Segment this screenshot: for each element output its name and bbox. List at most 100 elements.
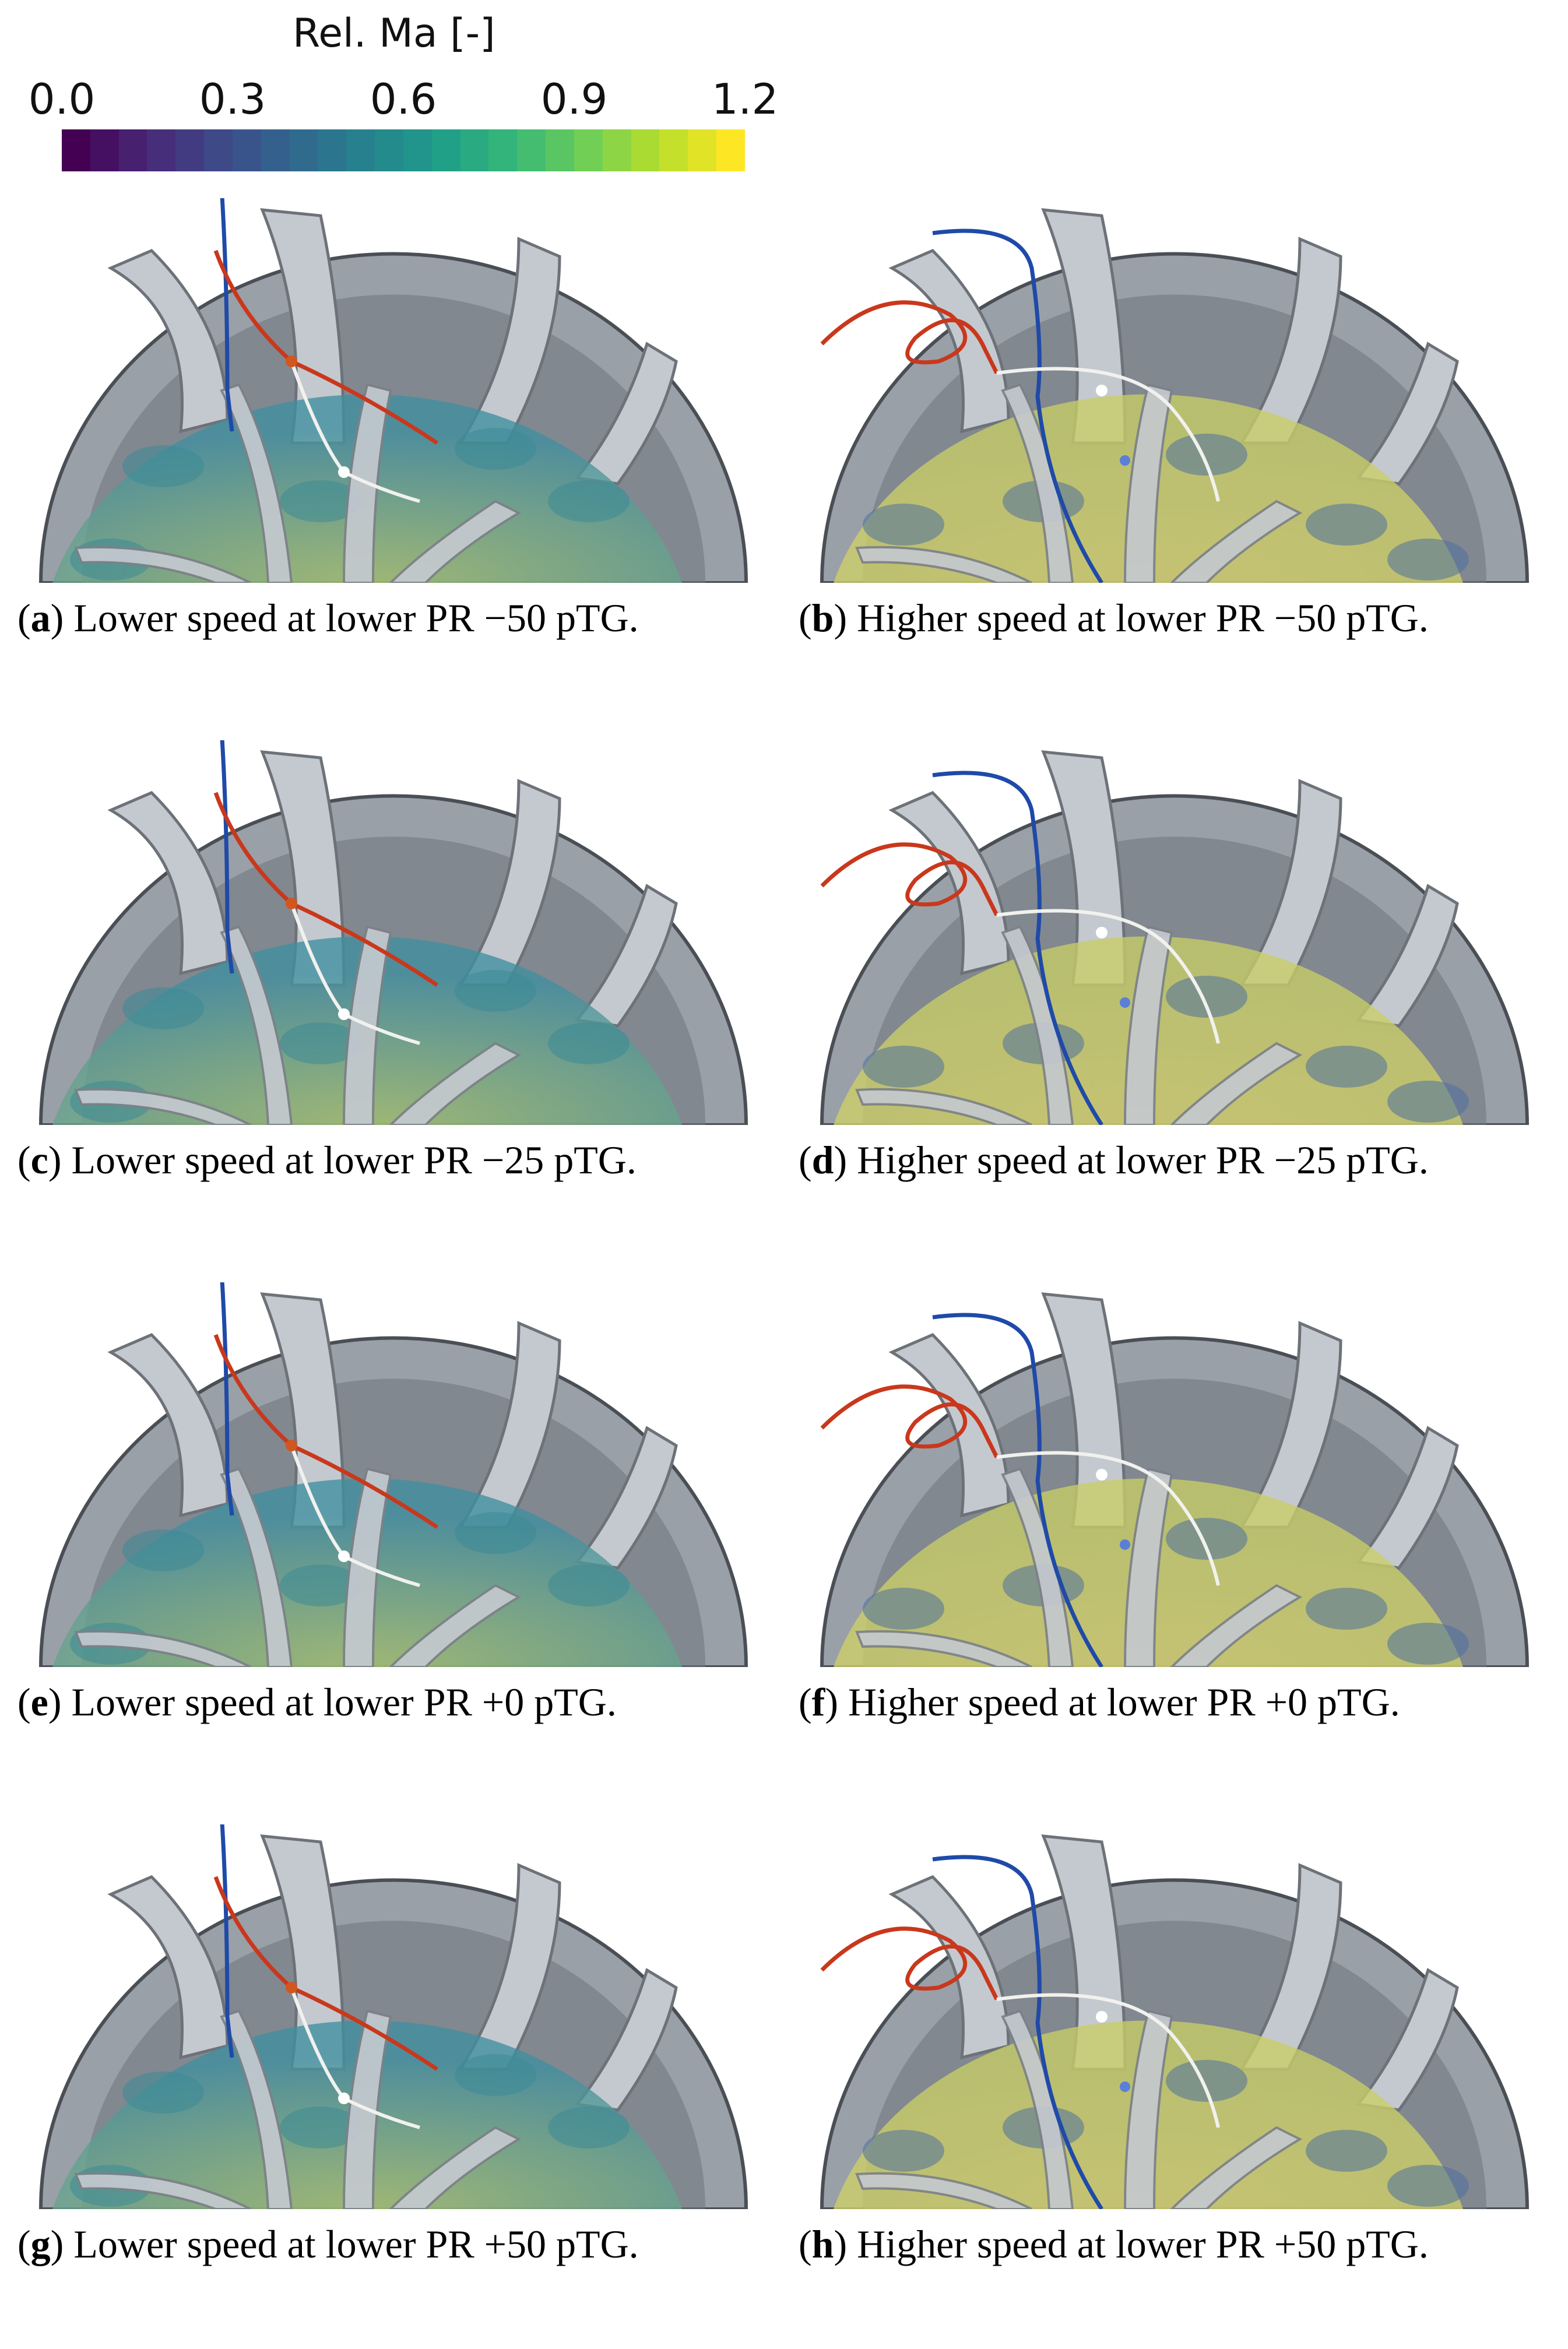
colorbar-segment (175, 129, 205, 171)
blade-1 (220, 383, 293, 583)
streamline-white (996, 367, 1220, 502)
colorbar-tick-0: 0.0 (28, 75, 96, 124)
mach-blob-1 (863, 1046, 944, 1088)
streamline-white (996, 909, 1220, 1044)
mach-blob-2 (280, 1564, 361, 1606)
colorbar-title: Rel. Ma [-] (293, 10, 495, 57)
mach-blob-2 (280, 480, 361, 522)
blade-1 (220, 2009, 293, 2209)
blade-3 (1170, 1584, 1303, 1667)
blade-3 (389, 1584, 522, 1667)
mach-blob-1 (122, 987, 204, 1029)
blade-4 (855, 546, 1032, 583)
blade-4 (74, 1630, 251, 1667)
blade-4 (74, 2172, 251, 2209)
probe-point-lower (1120, 1539, 1130, 1550)
mach-blob-4 (1306, 1588, 1387, 1630)
blade-1 (1001, 2009, 1074, 2209)
impeller-render-e (38, 1282, 748, 1667)
mach-blob-4 (1306, 2130, 1387, 2172)
colorbar-segment (261, 129, 290, 171)
caption-f: (f) Higher speed at lower PR +0 pTG. (799, 1680, 1400, 1724)
mach-blob-2 (280, 1022, 361, 1064)
streamline-white (996, 1451, 1220, 1586)
mach-blob-4 (548, 480, 630, 522)
streamline-white (996, 1993, 1220, 2128)
colorbar-segment (118, 129, 147, 171)
mach-blob-1 (863, 504, 944, 546)
probe-point-lower (338, 1008, 350, 1020)
probe-point-lower (338, 2093, 350, 2104)
render-group (820, 208, 1530, 583)
colorbar: Rel. Ma [-] 0.0 0.3 0.6 0.9 1.2 (23, 0, 781, 175)
blade-4 (855, 2172, 1032, 2209)
colorbar-segment (716, 129, 745, 171)
blade-4 (74, 546, 251, 583)
caption-h: (h) Higher speed at lower PR +50 pTG. (799, 2222, 1429, 2266)
panel-f: (f) Higher speed at lower PR +0 pTG. (799, 1282, 1551, 1807)
impeller-render-a (38, 198, 748, 583)
blade-1 (1001, 925, 1074, 1125)
mach-blob-3 (1166, 2060, 1247, 2102)
colorbar-segment (318, 129, 347, 171)
render-group (820, 1834, 1530, 2209)
mach-blob-3 (1166, 976, 1247, 1018)
panel-g: (g) Lower speed at lower PR +50 pTG. (17, 1824, 769, 2349)
probe-point-upper (286, 1440, 297, 1451)
colorbar-segment (147, 129, 176, 171)
blade-1 (1001, 383, 1074, 583)
blade-4 (855, 1088, 1032, 1125)
mach-blob-4 (548, 1564, 630, 1606)
mach-blob-5 (1387, 539, 1469, 581)
mach-blob-1 (122, 445, 204, 487)
probe-point-lower (1120, 455, 1130, 466)
blade-1 (220, 1467, 293, 1667)
probe-point-lower (338, 1550, 350, 1562)
mach-blob-3 (455, 428, 536, 470)
blade-3 (1170, 1042, 1303, 1125)
mach-blob-3 (455, 2054, 536, 2096)
streamline-blue (220, 1282, 234, 1516)
mach-blob-3 (455, 1512, 536, 1554)
panel-c: (c) Lower speed at lower PR −25 pTG. (17, 740, 769, 1265)
colorbar-segment (574, 129, 603, 171)
blade-3 (389, 500, 522, 583)
colorbar-segment (517, 129, 546, 171)
probe-point-upper (286, 356, 297, 367)
mach-blob-5 (1387, 2165, 1469, 2207)
blade-1 (1001, 1467, 1074, 1667)
panel-e: (e) Lower speed at lower PR +0 pTG. (17, 1282, 769, 1807)
panel-h: (h) Higher speed at lower PR +50 pTG. (799, 1824, 1551, 2349)
colorbar-segment (688, 129, 717, 171)
caption-e: (e) Lower speed at lower PR +0 pTG. (17, 1680, 617, 1724)
probe-point-upper (1096, 927, 1108, 938)
impeller-render-c (38, 740, 748, 1125)
probe-point-upper (1096, 2011, 1108, 2023)
caption-g: (g) Lower speed at lower PR +50 pTG. (17, 2222, 639, 2266)
colorbar-segment (488, 129, 518, 171)
blade-1 (220, 925, 293, 1125)
probe-point-upper (286, 898, 297, 909)
colorbar-segment (403, 129, 432, 171)
colorbar-segment (346, 129, 375, 171)
blade-3 (1170, 2126, 1303, 2209)
colorbar-segment (546, 129, 574, 171)
colorbar-gradient (62, 129, 745, 171)
probe-point-upper (1096, 1469, 1108, 1481)
colorbar-segment (289, 129, 318, 171)
render-group (820, 750, 1530, 1125)
blade-2 (1123, 383, 1173, 583)
mach-blob-1 (122, 1529, 204, 1571)
impeller-render-f (820, 1292, 1530, 1667)
impeller-render-h (820, 1834, 1530, 2209)
render-group (38, 1282, 748, 1667)
mach-blob-4 (548, 1022, 630, 1064)
mach-blob-1 (122, 2072, 204, 2114)
mach-blob-3 (455, 970, 536, 1012)
render-group (820, 1292, 1530, 1667)
blade-2 (1123, 925, 1173, 1125)
caption-c: (c) Lower speed at lower PR −25 pTG. (17, 1138, 637, 1182)
caption-b: (b) Higher speed at lower PR −50 pTG. (799, 596, 1429, 640)
blade-3 (389, 1042, 522, 1125)
colorbar-tick-4: 1.2 (711, 75, 779, 124)
